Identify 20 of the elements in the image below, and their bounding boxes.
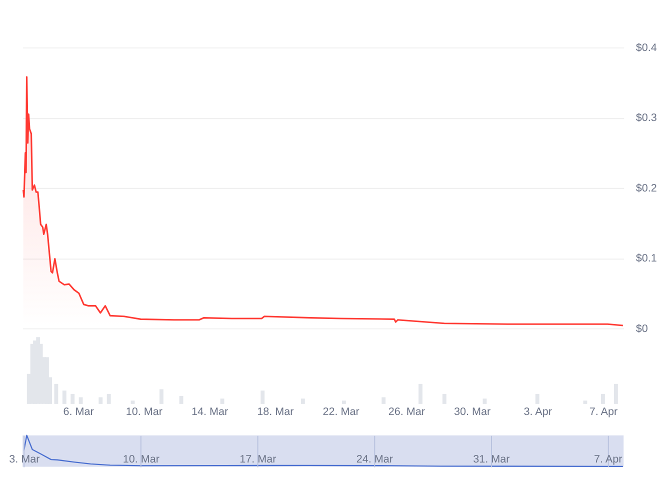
x-tick-label: 14. Mar <box>191 406 228 418</box>
x-tick-label: 17. Mar <box>240 453 277 466</box>
x-tick-label: 30. Mar <box>454 406 491 418</box>
y-tick-label: $0.1 <box>636 252 657 265</box>
y-tick-label: $0 <box>636 322 648 335</box>
y-tick-label: $0.3 <box>636 112 657 124</box>
y-tick-label: $0.4 <box>636 42 657 54</box>
x-tick-label: 24. Mar <box>356 453 394 466</box>
x-tick-label: 7. Apr <box>594 453 623 466</box>
x-tick-label: 18. Mar <box>257 406 294 418</box>
x-tick-label: 26. Mar <box>388 406 426 418</box>
x-tick-label: 22. Mar <box>322 406 360 418</box>
x-tick-label: 10. Mar <box>122 453 160 466</box>
x-tick-label: 6. Mar <box>63 406 94 418</box>
x-tick-label: 7. Apr <box>589 406 618 418</box>
x-tick-label: 10. Mar <box>126 406 163 418</box>
y-tick-label: $0.2 <box>636 182 657 194</box>
x-tick-label: 3. Apr <box>524 406 552 418</box>
x-tick-label: 31. Mar <box>473 453 510 466</box>
x-tick-label: 3. Mar <box>9 453 40 466</box>
